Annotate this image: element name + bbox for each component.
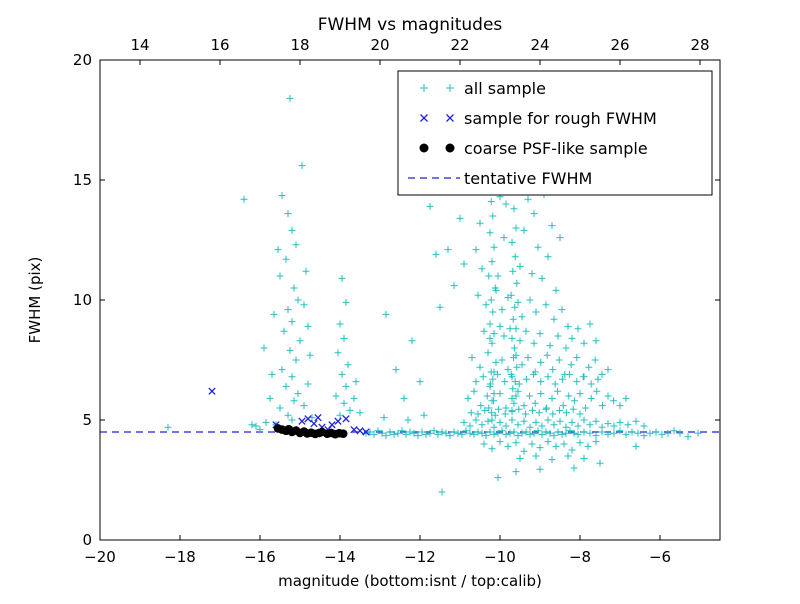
legend-plus-marker xyxy=(446,84,454,92)
x-tick-label: −14 xyxy=(324,548,356,566)
top-tick-label: 24 xyxy=(530,36,549,54)
legend-x-marker xyxy=(446,114,454,122)
scatter-points xyxy=(164,94,702,496)
top-tick-label: 20 xyxy=(370,36,389,54)
legend-label-tentative-fwhm: tentative FWHM xyxy=(464,169,592,188)
legend-x-marker xyxy=(420,114,428,122)
y-axis-label: FWHM (pix) xyxy=(26,257,44,344)
psf-sample-dot xyxy=(338,429,348,438)
legend-label-all-sample: all sample xyxy=(464,79,546,98)
top-tick-label: 14 xyxy=(130,36,149,54)
legend-dot-marker xyxy=(445,143,455,153)
all-sample-plus-markers xyxy=(164,94,702,496)
x-axis-label: magnitude (bottom:isnt / top:calib) xyxy=(278,572,542,590)
axis-ticks xyxy=(99,59,720,541)
legend: all sample sample for rough FWHM coarse … xyxy=(397,70,713,196)
y-tick-label: 0 xyxy=(82,531,92,549)
y-tick-label: 15 xyxy=(73,171,92,189)
x-tick-label: −8 xyxy=(569,548,591,566)
x-tick-label: −10 xyxy=(484,548,516,566)
top-tick-label: 18 xyxy=(290,36,309,54)
legend-label-psf-sample: coarse PSF-like sample xyxy=(464,139,648,158)
y-tick-label: 10 xyxy=(73,291,92,309)
legend-label-rough-fwhm: sample for rough FWHM xyxy=(464,109,657,128)
top-tick-label: 28 xyxy=(690,36,709,54)
x-tick-label: −6 xyxy=(649,548,671,566)
top-tick-label: 22 xyxy=(450,36,469,54)
legend-plus-marker xyxy=(420,84,428,92)
legend-markers xyxy=(408,84,460,179)
top-tick-label: 26 xyxy=(610,36,629,54)
y-tick-label: 5 xyxy=(82,411,92,429)
x-tick-label: −16 xyxy=(244,548,276,566)
x-tick-label: −18 xyxy=(164,548,196,566)
x-tick-label: −20 xyxy=(84,548,116,566)
legend-dot-marker xyxy=(419,143,429,153)
top-tick-label: 16 xyxy=(210,36,229,54)
chart-title: FWHM vs magnitudes xyxy=(318,15,503,35)
x-tick-label: −12 xyxy=(404,548,436,566)
axis-tick-labels: −20 −18 −16 −14 −12 −10 −8 −6 14 16 18 20 22 24 26 28 0 5… xyxy=(73,36,710,566)
y-tick-label: 20 xyxy=(73,51,92,69)
